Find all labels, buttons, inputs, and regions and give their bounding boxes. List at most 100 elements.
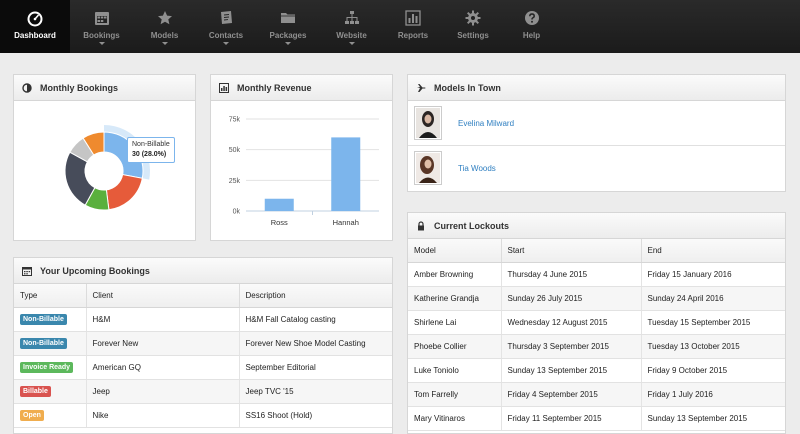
table-row[interactable]: Katherine Grandja Sunday 26 July 2015 Sund… xyxy=(408,286,785,311)
lockout-end-cell: Sunday 13 September 2015 xyxy=(641,406,785,431)
lockout-model-cell: Tom Farrelly xyxy=(408,382,502,407)
lockout-end-cell: Friday 9 October 2015 xyxy=(641,358,785,383)
booking-description-cell: H&M Fall Catalog casting xyxy=(239,307,392,332)
caret-down-icon xyxy=(348,42,355,45)
booking-type-badge: Open xyxy=(20,410,44,421)
nav-item-label: Contacts xyxy=(208,31,244,40)
top-navigation: Dashboard Bookings Models Contacts Packages W… xyxy=(0,0,800,53)
nav-item-bookings[interactable]: Bookings xyxy=(70,0,133,53)
lockout-model-cell: Amber Browning xyxy=(408,262,502,287)
folder-icon xyxy=(279,9,297,27)
nav-item-reports[interactable]: Reports xyxy=(383,0,443,53)
monthly-bookings-panel: Monthly Bookings Non-Billable 30 (28.0%) xyxy=(13,74,196,241)
nav-item-dashboard[interactable]: Dashboard xyxy=(0,0,70,53)
table-row[interactable]: Shirlene Lai Wednesday 12 August 2015 Tues… xyxy=(408,310,785,335)
nav-item-packages[interactable]: Packages xyxy=(256,0,320,53)
nav-item-contacts[interactable]: Contacts xyxy=(196,0,256,53)
booking-client-cell: H&M xyxy=(86,307,240,332)
table-row[interactable]: Phoebe Collier Thursday 3 September 2015 T… xyxy=(408,334,785,359)
table-row[interactable]: Tom Farrelly Friday 4 September 2015 Frida… xyxy=(408,382,785,407)
caret-down-icon xyxy=(223,42,229,45)
nav-item-label: Bookings xyxy=(83,31,120,40)
column-header[interactable]: End xyxy=(641,239,785,263)
monthly-bookings-donut-chart xyxy=(64,125,150,211)
column-header[interactable]: Model xyxy=(408,239,502,263)
nav-item-label: Reports xyxy=(397,31,429,40)
lockout-model-cell: Phoebe Collier xyxy=(408,334,502,359)
revenue-bar[interactable] xyxy=(331,137,361,211)
column-header[interactable]: Start xyxy=(501,239,642,263)
table-row[interactable]: Non-Billable H&M H&M Fall Catalog casting xyxy=(14,307,392,332)
calendar-icon xyxy=(22,266,32,276)
sitemap-icon xyxy=(343,9,361,27)
booking-type-badge: Non-Billable xyxy=(20,314,67,325)
model-row[interactable]: Tia Woods xyxy=(408,146,785,190)
model-photo[interactable] xyxy=(414,106,442,140)
nav-item-help[interactable]: Help xyxy=(503,0,560,53)
booking-client-cell: Nike xyxy=(86,403,240,428)
booking-client-cell: Forever New xyxy=(86,331,240,356)
lockout-start-cell: Thursday 4 June 2015 xyxy=(501,262,642,287)
tooltip-label: Non-Billable xyxy=(132,141,170,148)
address-book-icon xyxy=(217,9,235,27)
lockout-start-cell: Wednesday 12 August 2015 xyxy=(501,310,642,335)
lockout-start-cell: Sunday 26 July 2015 xyxy=(501,286,642,311)
lockout-model-cell: Katherine Grandja xyxy=(408,286,502,311)
revenue-bar[interactable] xyxy=(264,198,294,211)
nav-item-label: Models xyxy=(150,31,179,40)
booking-type-cell: Invoice Ready xyxy=(14,355,87,380)
column-header[interactable]: Description xyxy=(239,284,392,308)
y-tick-label: 25k xyxy=(229,178,241,185)
donut-slice[interactable] xyxy=(82,131,105,156)
model-name-link[interactable]: Evelina Milward xyxy=(458,118,515,128)
caret-down-icon xyxy=(285,42,291,45)
monthly-revenue-bar-chart: 0k 25k 50k 75k Ross Hannah xyxy=(229,117,379,227)
monthly-revenue-header: Monthly Revenue xyxy=(211,75,392,101)
table-row[interactable]: Mary Vitinaros Friday 11 September 2015 Su… xyxy=(408,406,785,431)
table-row[interactable]: Billable Jeep Jeep TVC '15 xyxy=(14,379,392,404)
nav-item-models[interactable]: Models xyxy=(133,0,196,53)
caret-down-icon xyxy=(161,42,168,45)
tooltip-value: 30 (28.0%) xyxy=(132,151,167,158)
nav-item-website[interactable]: Website xyxy=(320,0,383,53)
lock-icon xyxy=(416,220,426,231)
lockout-start-cell: Thursday 3 September 2015 xyxy=(501,334,642,359)
model-name-link[interactable]: Tia Woods xyxy=(458,163,496,173)
column-header[interactable]: Type xyxy=(14,284,87,308)
donut-slice[interactable] xyxy=(105,173,143,211)
monthly-bookings-title: Monthly Bookings xyxy=(40,82,118,93)
bar-chart-icon xyxy=(404,9,422,27)
nav-item-settings[interactable]: Settings xyxy=(443,0,503,53)
nav-item-label: Website xyxy=(336,31,367,40)
lockout-model-cell: Shirlene Lai xyxy=(408,310,502,335)
calendar-icon xyxy=(93,9,111,27)
table-row[interactable]: Invoice Ready American GQ September Editor… xyxy=(14,355,392,380)
booking-type-badge: Invoice Ready xyxy=(20,362,74,373)
table-row[interactable]: Luke Toniolo Sunday 13 September 2015 Frid… xyxy=(408,358,785,383)
x-category-label: Hannah xyxy=(333,218,359,227)
booking-type-badge: Non-Billable xyxy=(20,338,67,349)
model-photo[interactable] xyxy=(414,151,442,185)
lockout-start-cell: Friday 4 September 2015 xyxy=(501,382,642,407)
lockout-start-cell: Sunday 13 September 2015 xyxy=(501,358,642,383)
table-row[interactable]: Open Nike SS16 Shoot (Hold) xyxy=(14,403,392,428)
gear-icon xyxy=(464,9,482,27)
models-in-town-header: Models In Town xyxy=(408,75,785,101)
bar-chart-icon xyxy=(219,82,229,93)
star-icon xyxy=(156,9,174,27)
table-row[interactable]: Amber Browning Thursday 4 June 2015 Friday… xyxy=(408,262,785,287)
booking-description-cell: SS16 Shoot (Hold) xyxy=(239,403,392,428)
lockout-end-cell: Tuesday 15 September 2015 xyxy=(641,310,785,335)
help-icon xyxy=(523,9,541,27)
y-tick-label: 50k xyxy=(229,147,241,154)
nav-item-label: Dashboard xyxy=(14,31,56,40)
table-row[interactable]: Non-Billable Forever New Forever New Shoe … xyxy=(14,331,392,356)
chart-tooltip: Non-Billable 30 (28.0%) xyxy=(127,137,175,163)
lockout-end-cell: Tuesday 13 October 2015 xyxy=(641,334,785,359)
column-header[interactable]: Client xyxy=(86,284,240,308)
upcoming-bookings-title: Your Upcoming Bookings xyxy=(40,265,150,276)
current-lockouts-header: Current Lockouts xyxy=(408,213,785,239)
upcoming-bookings-panel: Your Upcoming Bookings Type Client Descrip… xyxy=(13,257,393,434)
monthly-bookings-header: Monthly Bookings xyxy=(14,75,195,101)
model-row[interactable]: Evelina Milward xyxy=(408,101,785,146)
